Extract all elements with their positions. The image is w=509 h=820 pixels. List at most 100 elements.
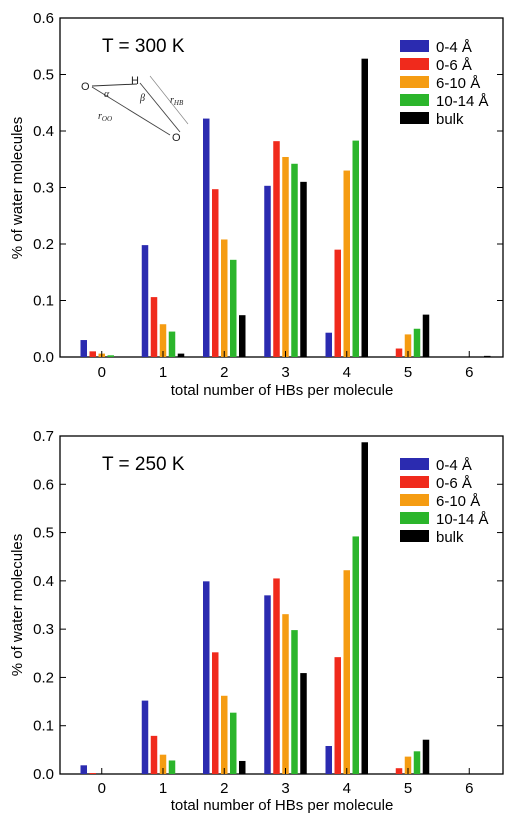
- legend-label: 6-10 Å: [436, 75, 480, 92]
- legend-swatch: [400, 58, 429, 70]
- bar-0-4-hb3: [264, 185, 271, 357]
- legend-label: bulk: [436, 111, 464, 128]
- plot-frame: [59, 435, 504, 775]
- x-tick-label: 6: [465, 780, 473, 797]
- y-tick-label: 0.1: [33, 293, 54, 310]
- x-axis-label: total number of HBs per molecule: [171, 382, 394, 399]
- y-tick-label: 0.4: [33, 573, 54, 590]
- legend-swatch: [400, 112, 429, 124]
- legend-swatch: [400, 530, 429, 542]
- inset-oxygen-left: O: [81, 81, 90, 93]
- inset-r-oo-subscript: OO: [102, 115, 112, 123]
- bar-6-10-hb3: [282, 614, 289, 774]
- y-tick-label: 0.2: [33, 669, 54, 686]
- x-tick-label: 3: [281, 780, 289, 797]
- inset-r-hb-symbol: r: [170, 95, 174, 106]
- bar-0-4-hb0: [80, 765, 87, 774]
- y-axis-ticks: 0.0 0.1 0.2 0.3 0.4 0.5 0.6: [33, 10, 503, 366]
- inset-oh-bond: [91, 83, 138, 87]
- inset-r-oo-symbol: r: [98, 111, 102, 122]
- bar-6-10-hb5: [404, 756, 412, 774]
- chart-title: T = 250 K: [102, 454, 185, 475]
- bar-6-10-hb2: [221, 695, 228, 774]
- y-tick-label: 0.2: [33, 236, 54, 253]
- legend-swatch: [400, 494, 429, 506]
- y-tick-label: 0.5: [33, 67, 54, 84]
- bar-10-14-hb5: [413, 751, 421, 774]
- bar-0-6-hb4: [334, 249, 341, 357]
- legend-label: 0-6 Å: [436, 475, 472, 492]
- bar-bulk-hb5: [422, 314, 430, 357]
- bar-0-4-hb1: [141, 700, 149, 774]
- y-tick-label: 0.0: [33, 766, 54, 783]
- legend-label: 10-14 Å: [436, 93, 489, 110]
- bar-bulk-hb6: [484, 355, 491, 357]
- legend-label: bulk: [436, 529, 464, 546]
- y-axis-label: % of water molecules: [9, 117, 26, 260]
- x-tick-label: 3: [281, 364, 289, 381]
- bar-10-14-hb3: [291, 163, 298, 357]
- bar-bulk-hb3: [300, 181, 307, 357]
- inset-oo-line: [91, 86, 171, 136]
- bar-0-6-hb3: [273, 578, 280, 774]
- bar-10-14-hb3: [291, 630, 298, 774]
- y-tick-label: 0.6: [33, 10, 54, 27]
- bar-bulk-hb4: [361, 442, 368, 774]
- bar-10-14-hb1: [168, 760, 176, 774]
- bar-0-4-hb0: [80, 340, 87, 357]
- bar-6-10-hb2: [221, 239, 228, 357]
- x-axis-ticks: 0 1 2 3 4 5 6: [98, 351, 473, 381]
- legend-swatch: [400, 476, 429, 488]
- x-tick-label: 6: [465, 364, 473, 381]
- hbond-geometry-inset: O H O α β rOO rHB: [81, 75, 189, 144]
- bar-10-14-hb4: [352, 536, 359, 774]
- x-axis-label: total number of HBs per molecule: [171, 797, 394, 814]
- y-tick-label: 0.6: [33, 476, 54, 493]
- y-tick-label: 0.4: [33, 123, 54, 140]
- legend-swatch: [400, 76, 429, 88]
- inset-alpha: α: [104, 89, 110, 100]
- bar-0-4-hb4: [325, 745, 332, 774]
- legend-label: 6-10 Å: [436, 493, 480, 510]
- bar-6-10-hb5: [404, 334, 412, 357]
- bar-10-14-hb2: [230, 712, 237, 774]
- bar-0-6-hb4: [334, 657, 341, 774]
- y-tick-label: 0.0: [33, 349, 54, 366]
- bar-0-4-hb3: [264, 595, 271, 774]
- legend-label: 0-6 Å: [436, 57, 472, 74]
- bar-10-14-hb0: [107, 355, 114, 357]
- x-tick-label: 4: [343, 364, 351, 381]
- inset-hb-dist-marker: [149, 75, 189, 125]
- x-tick-label: 1: [159, 780, 167, 797]
- x-tick-label: 5: [404, 780, 412, 797]
- y-tick-label: 0.3: [33, 621, 54, 638]
- inset-r-hb-subscript: HB: [173, 99, 184, 107]
- bar-0-6-hb1: [150, 297, 158, 357]
- bar-6-10-hb3: [282, 156, 289, 357]
- bar-10-14-hb1: [168, 331, 176, 357]
- inset-hb-line: [139, 82, 181, 133]
- bar-0-6-hb2: [212, 652, 219, 774]
- inset-beta: β: [139, 93, 145, 104]
- x-tick-label: 0: [98, 364, 106, 381]
- inset-r-hb: rHB: [170, 95, 184, 107]
- x-tick-label: 2: [220, 364, 228, 381]
- y-axis-ticks: 0.0 0.1 0.2 0.3 0.4 0.5 0.6 0.7: [33, 428, 503, 783]
- legend-label: 10-14 Å: [436, 511, 489, 528]
- bar-bulk-hb1: [177, 353, 185, 357]
- bar-6-10-hb4: [343, 170, 350, 357]
- legend-swatch: [400, 94, 429, 106]
- bar-6-10-hb1: [159, 324, 167, 357]
- y-tick-label: 0.7: [33, 428, 54, 445]
- y-tick-label: 0.3: [33, 180, 54, 197]
- y-tick-label: 0.1: [33, 718, 54, 735]
- legend-swatch: [400, 512, 429, 524]
- bar-0-6-hb5: [395, 768, 403, 774]
- bar-0-6-hb0: [89, 773, 96, 774]
- inset-r-oo: rOO: [98, 111, 112, 123]
- legend-label: 0-4 Å: [436, 457, 472, 474]
- bar-6-10-hb1: [159, 754, 167, 774]
- y-tick-label: 0.5: [33, 525, 54, 542]
